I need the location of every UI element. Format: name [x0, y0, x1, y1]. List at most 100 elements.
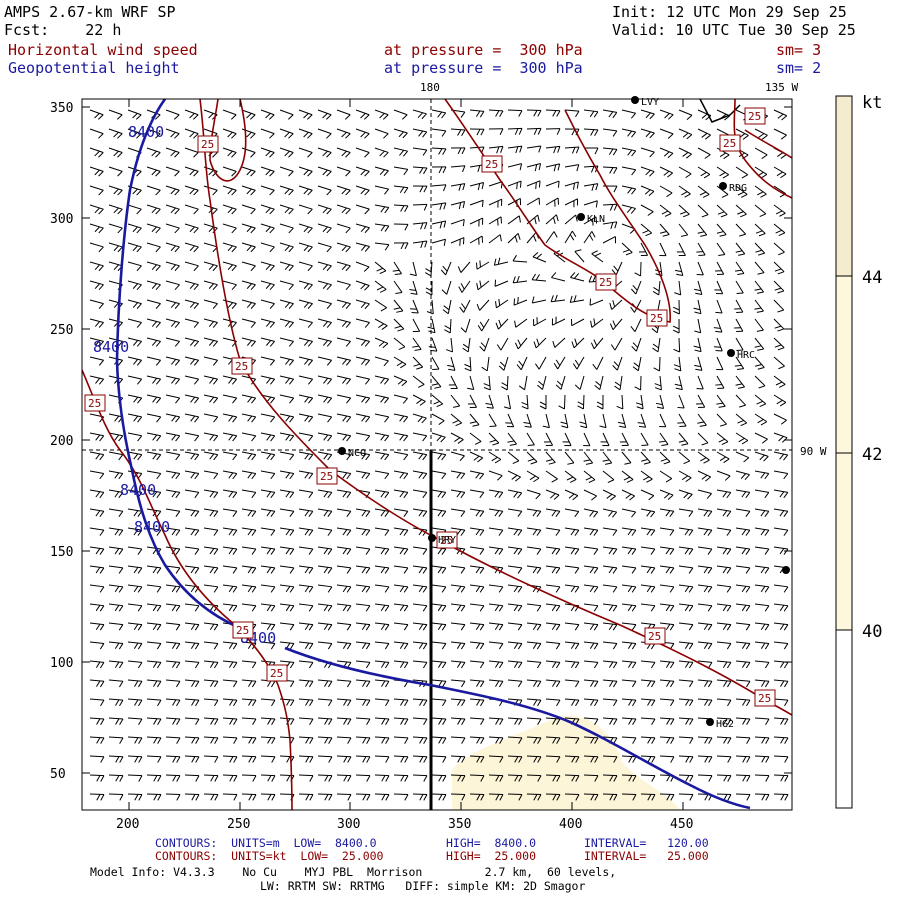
wind-barb — [184, 242, 199, 253]
wind-barb — [735, 603, 751, 612]
wind-barb — [716, 223, 727, 237]
wind-barb — [469, 508, 485, 518]
wind-barb — [678, 793, 694, 801]
wind-barb — [279, 755, 295, 763]
wind-barb — [475, 260, 490, 270]
wind-barb — [298, 242, 313, 253]
wind-barb — [222, 299, 237, 309]
wind-barb — [298, 489, 314, 499]
forecast-hour: Fcst: 22 h — [4, 21, 122, 39]
wind-barb — [450, 679, 466, 688]
wind-barb — [545, 793, 561, 801]
wind-barb — [735, 242, 746, 256]
wind-barb — [374, 223, 390, 232]
wind-barb — [89, 641, 105, 650]
wind-barb — [260, 527, 276, 536]
wind-barb — [298, 508, 314, 518]
wind-barb — [165, 394, 181, 404]
wind-barb — [374, 204, 390, 214]
wind-barb — [374, 774, 390, 782]
wind-barb — [165, 755, 181, 763]
wind-barb — [431, 238, 446, 246]
wind-barb — [222, 128, 237, 139]
wind-barb — [754, 774, 770, 782]
wind-barb — [374, 755, 390, 763]
wind-barb — [488, 793, 504, 801]
wind-barb — [514, 318, 528, 328]
wind-barb — [469, 527, 485, 536]
wind-barb — [412, 451, 428, 461]
station-lvy: LVY — [631, 96, 659, 108]
wind-barb — [488, 451, 502, 464]
wind-barb — [127, 755, 143, 763]
wind-barb — [165, 147, 180, 158]
wind-barb — [564, 774, 580, 782]
wind-barb — [507, 127, 523, 135]
wind-barb — [317, 166, 332, 177]
wind-barb — [638, 242, 649, 257]
wind-barb — [241, 698, 257, 707]
wind-barb — [602, 698, 618, 707]
wind-barb — [298, 527, 314, 536]
wind-barb — [108, 318, 123, 328]
wind-barb — [583, 793, 599, 801]
wind-barb — [735, 736, 751, 744]
wind-barb — [488, 717, 504, 725]
wind-barb — [552, 337, 566, 348]
wind-barb — [298, 603, 314, 612]
wind-barb — [678, 109, 693, 121]
wind-barb — [89, 356, 105, 366]
wind-barb — [260, 774, 276, 782]
wind-barb — [545, 603, 561, 612]
wind-barb — [754, 489, 770, 499]
wind-barb — [127, 622, 143, 631]
wind-barb — [298, 337, 313, 347]
wind-barb — [336, 204, 351, 215]
wind-barb — [184, 622, 200, 631]
wind-barb — [431, 774, 447, 782]
wind-barb — [697, 698, 713, 707]
wind-barb — [507, 793, 523, 801]
wind-barb — [659, 451, 671, 465]
wind-barb — [773, 603, 789, 612]
wind-barb — [458, 280, 471, 293]
wind-barb — [773, 318, 785, 332]
wind-barb — [469, 679, 485, 688]
colorbar-band-44 — [836, 96, 852, 276]
wind-barb — [602, 128, 618, 137]
wind-barb — [659, 755, 675, 763]
wind-barb — [773, 698, 789, 707]
wind-barb — [222, 698, 238, 707]
wind-barb — [127, 337, 142, 347]
wind-barb — [393, 356, 407, 369]
wind-barb — [374, 679, 390, 688]
wind-barb — [564, 489, 579, 501]
wind-barb — [659, 679, 675, 688]
wind-barb — [488, 622, 504, 631]
wind-barb — [146, 736, 162, 744]
wind-barb — [469, 432, 482, 445]
wind-barb — [583, 641, 599, 650]
wind-barb — [459, 299, 471, 313]
wind-barb — [241, 185, 256, 196]
wind-barb — [659, 565, 675, 574]
wind-barb — [564, 698, 580, 707]
wind-barb — [184, 413, 200, 423]
wind-barb — [526, 180, 541, 190]
wind-barb — [412, 240, 428, 249]
wind-barb — [127, 565, 143, 574]
wind-barb — [374, 698, 390, 707]
wind-barb — [336, 698, 352, 707]
wind-barb — [222, 166, 237, 177]
wind-barb — [602, 622, 618, 631]
wind-barb — [493, 257, 509, 266]
wind-barb — [336, 432, 352, 442]
wind-barb — [412, 375, 425, 388]
wind-barb — [602, 641, 618, 650]
wind-barbs — [89, 109, 789, 801]
wind-barb — [469, 717, 485, 725]
wind-barb — [507, 565, 523, 574]
wind-barb — [555, 375, 566, 390]
wind-barb — [735, 375, 745, 389]
wind-barb — [469, 235, 484, 245]
